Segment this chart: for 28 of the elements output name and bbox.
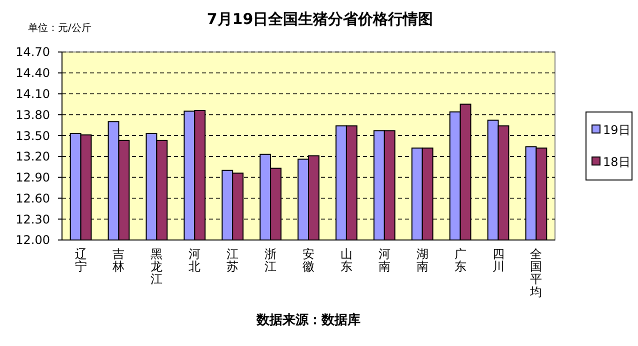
y-tick-label: 12.30 (16, 212, 50, 226)
x-tick-label: 广东 (454, 247, 466, 274)
x-tick-label: 河南 (378, 247, 390, 274)
y-tick-label: 12.00 (16, 233, 50, 248)
y-tick-label: 14.70 (16, 45, 50, 60)
x-tick-label: 江苏 (226, 247, 239, 274)
chart-title: 7月19日全国生猪分省价格行情图 (206, 10, 434, 28)
x-tick-label: 吉林 (112, 247, 125, 274)
y-tick-label: 13.80 (16, 108, 50, 122)
x-tick-label: 黑龙江 (150, 247, 163, 286)
y-tick-label: 12.60 (16, 191, 50, 206)
text: 单位：元/公斤 (28, 22, 92, 34)
x-tick-label: 山东 (340, 247, 352, 274)
y-tick-label: 12.90 (16, 170, 50, 185)
x-tick-label: 安徽 (302, 247, 314, 274)
legend-label: 19日 (603, 123, 630, 138)
x-tick-label: 全国平均 (529, 247, 542, 299)
y-tick-label: 14.10 (16, 86, 50, 101)
x-tick-label: 河北 (188, 247, 201, 274)
x-tick-label: 四川 (492, 247, 504, 274)
y-tick-label: 13.50 (16, 128, 50, 143)
source-note: 数据来源：数据库 (256, 312, 360, 328)
y-tick-label: 13.20 (16, 150, 50, 164)
x-tick-label: 辽宁 (74, 247, 87, 274)
x-tick-label: 湖南 (416, 247, 428, 274)
y-tick-label: 14.40 (16, 66, 50, 80)
legend-label: 18日 (603, 155, 630, 170)
x-tick-label: 浙江 (264, 247, 277, 274)
